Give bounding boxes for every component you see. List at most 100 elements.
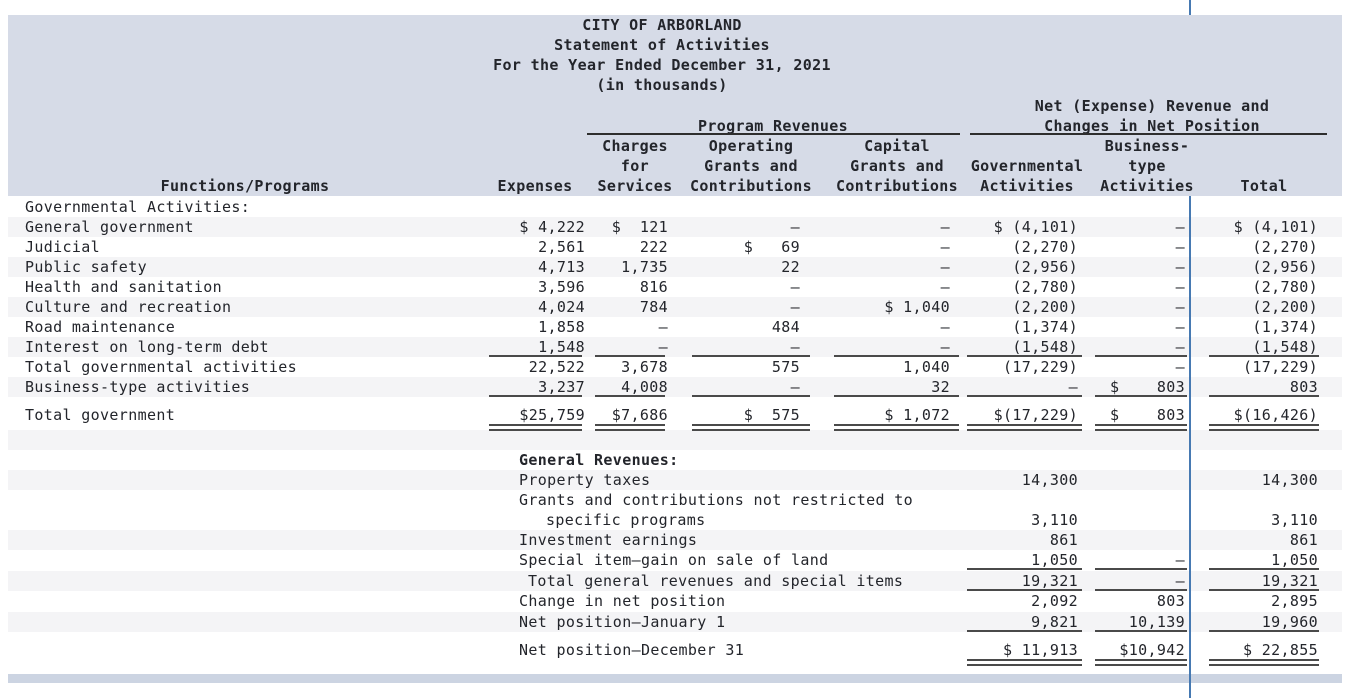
table-row: General Revenues: (8, 450, 1342, 470)
column-header-business-line2: type (1128, 157, 1166, 175)
cell-total: 1,050 (1271, 551, 1318, 569)
cell-expenses: $25,759 (519, 406, 585, 424)
title-line-3: For the Year Ended December 31, 2021 (493, 56, 831, 74)
cell-business: – (1175, 298, 1185, 316)
cell-total: (2,270) (1252, 238, 1318, 256)
column-header-operating-line2: Grants and (704, 157, 798, 175)
cell-capital: – (940, 218, 950, 236)
cell-capital: $ 1,072 (884, 406, 950, 424)
table-row: Total general revenues and special items… (8, 571, 1342, 591)
column-header-business-line1: Business- (1104, 137, 1190, 155)
row-label: Special item—gain on sale of land (519, 551, 829, 569)
total-rule (489, 355, 582, 357)
double-total-rule (1095, 424, 1187, 431)
cell-operating: – (790, 338, 800, 356)
table-row: Health and sanitation 3,596 816 – – (2,780) – (… (8, 277, 1342, 297)
column-header-expenses: Expenses (497, 177, 573, 195)
total-rule (692, 355, 810, 357)
cell-business: – (1175, 572, 1185, 590)
table-row: Net position—December 31 $ 11,913 $10,942 $… (8, 640, 1342, 660)
cell-operating: 22 (781, 258, 800, 276)
total-rule (967, 630, 1082, 632)
double-total-rule (967, 424, 1082, 431)
total-rule (595, 395, 665, 397)
column-header-business-line3: Activities (1100, 177, 1194, 195)
cell-expenses: 3,596 (538, 278, 585, 296)
cell-total: 19,960 (1261, 613, 1318, 631)
cell-capital: 32 (931, 378, 950, 396)
zebra-stripe (8, 297, 1342, 317)
group-header-net-expense-line1: Net (Expense) Revenue and (1034, 97, 1270, 115)
cell-governmental: 3,110 (1031, 511, 1078, 529)
row-label: Total general revenues and special items (528, 572, 904, 590)
zebra-stripe (8, 217, 1342, 237)
cell-total: 19,321 (1261, 572, 1318, 590)
cell-total: 14,300 (1261, 471, 1318, 489)
title-line-4: (in thousands) (596, 76, 728, 94)
row-label: Business-type activities (25, 378, 251, 396)
group-header-rule-program-revenues (587, 133, 960, 135)
total-rule (595, 355, 665, 357)
cell-charges: – (658, 338, 668, 356)
cell-capital: 1,040 (903, 358, 950, 376)
row-label: General Revenues: (519, 451, 679, 469)
row-label: Governmental Activities: (25, 198, 251, 216)
table-row: Total governmental activities 22,522 3,678… (8, 357, 1342, 377)
cell-total: (2,780) (1252, 278, 1318, 296)
total-rule (1209, 630, 1319, 632)
cell-business: 803 (1156, 592, 1185, 610)
row-label: Interest on long-term debt (25, 338, 269, 356)
cell-business: – (1175, 218, 1185, 236)
cell-governmental: (2,780) (1012, 278, 1078, 296)
column-header-charges-line3: Services (597, 177, 673, 195)
row-label: Judicial (25, 238, 101, 256)
header-panel (8, 15, 1342, 196)
total-rule (489, 395, 582, 397)
zebra-stripe (8, 377, 1342, 397)
cell-operating: – (790, 278, 800, 296)
zebra-stripe (8, 470, 1342, 490)
group-header-program-revenues: Program Revenues (697, 117, 849, 135)
cell-operating: 575 (771, 358, 800, 376)
cell-expenses: 3,237 (538, 378, 585, 396)
group-header-rule-net-expense (970, 133, 1327, 135)
table-row: Total government $25,759 $7,686 $ 575 $ 1,07… (8, 405, 1342, 425)
title-line-2: Statement of Activities (554, 36, 770, 54)
row-label: Grants and contributions not restricted … (519, 491, 913, 509)
cell-charges: 816 (639, 278, 668, 296)
column-header-charges-line1: Charges (602, 137, 668, 155)
cell-charges: $7,686 (611, 406, 668, 424)
cell-business: – (1175, 258, 1185, 276)
total-rule (834, 395, 959, 397)
cell-charges: 1,735 (621, 258, 668, 276)
cell-operating: – (790, 298, 800, 316)
cell-governmental: (2,270) (1012, 238, 1078, 256)
table-row: Governmental Activities: (8, 197, 1342, 217)
cell-expenses: 22,522 (528, 358, 585, 376)
table-row: Investment earnings 861 861 (8, 530, 1342, 550)
column-header-total: Total (1240, 177, 1288, 195)
cell-business: $ 803 (1109, 378, 1185, 396)
table-row: General government $ 4,222 $ 121 – – $ (4,101… (8, 217, 1342, 237)
row-label: Investment earnings (519, 531, 698, 549)
total-rule (1095, 355, 1187, 357)
cell-total: 2,895 (1271, 592, 1318, 610)
cell-operating: – (790, 218, 800, 236)
table-row: Change in net position 2,092 803 2,895 (8, 591, 1342, 611)
cell-total: $ 22,855 (1242, 641, 1318, 659)
cell-governmental: 14,300 (1021, 471, 1078, 489)
cell-charges: $ 121 (611, 218, 668, 236)
cell-governmental: 19,321 (1021, 572, 1078, 590)
column-header-capital-line3: Contributions (836, 177, 958, 195)
cell-business: – (1175, 358, 1185, 376)
cell-capital: $ 1,040 (884, 298, 950, 316)
row-label: Net position—December 31 (519, 641, 745, 659)
cell-business: – (1175, 238, 1185, 256)
cell-expenses: $ 4,222 (519, 218, 585, 236)
total-rule (1095, 589, 1187, 591)
cell-charges: 784 (639, 298, 668, 316)
total-rule (1095, 630, 1187, 632)
cell-charges: 4,008 (621, 378, 668, 396)
double-total-rule (834, 424, 959, 431)
cell-governmental: (1,374) (1012, 318, 1078, 336)
